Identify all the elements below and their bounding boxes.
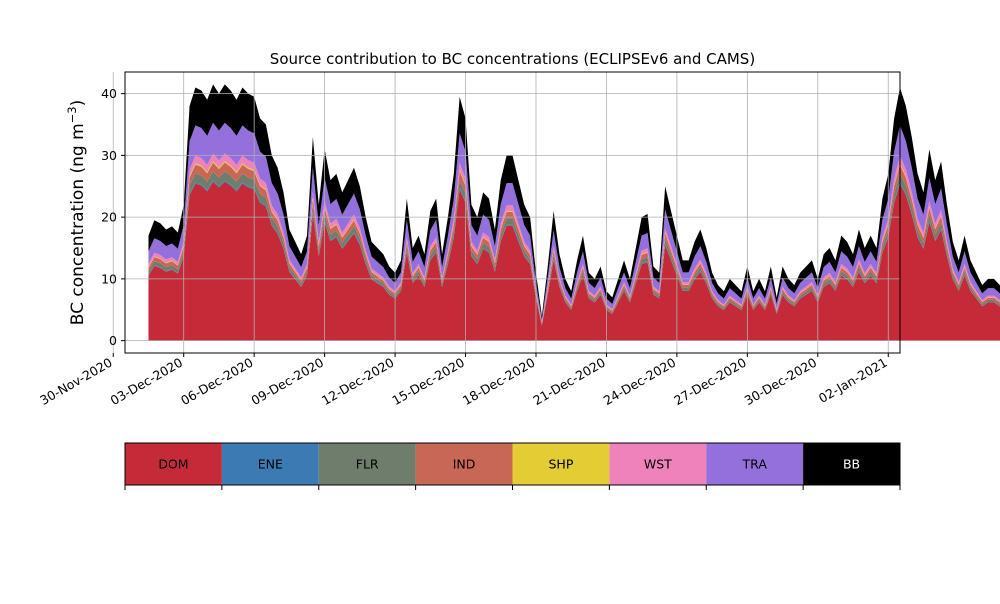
legend-label-dom: DOM xyxy=(158,457,188,472)
x-tick-label: 02-Jan-2021 xyxy=(816,355,890,406)
legend-label-ind: IND xyxy=(453,457,476,472)
y-axis-label: BC concentration (ng m−3) xyxy=(65,100,88,326)
series-area-flr xyxy=(148,171,1000,326)
series-area-bb xyxy=(148,84,1000,320)
y-tick-label: 0 xyxy=(109,333,117,348)
legend-swatch-ene xyxy=(221,443,319,485)
series-layer xyxy=(148,84,1000,341)
y-tick-label: 10 xyxy=(101,271,117,286)
legend-swatch-wst xyxy=(609,443,707,485)
x-tick-label: 30-Nov-2020 xyxy=(37,355,115,408)
y-axis-label-superscript: −3 xyxy=(65,106,79,123)
x-tick-label: 09-Dec-2020 xyxy=(249,355,327,408)
x-tick-label: 06-Dec-2020 xyxy=(178,355,256,408)
legend-label-ene: ENE xyxy=(258,457,283,472)
x-tick-label: 27-Dec-2020 xyxy=(671,355,749,408)
y-tick-label: 30 xyxy=(101,148,117,163)
x-tick-label: 21-Dec-2020 xyxy=(530,355,608,408)
legend-label-flr: FLR xyxy=(356,457,379,472)
legend-label-wst: WST xyxy=(644,457,672,472)
legend-swatch-bb xyxy=(803,443,900,485)
legend-swatch-tra xyxy=(706,443,804,485)
y-axis-label-suffix: ) xyxy=(68,100,88,107)
legend-label-shp: SHP xyxy=(549,457,574,472)
y-axis-label-main: BC concentration (ng m xyxy=(68,123,88,325)
grid-layer xyxy=(112,72,900,353)
series-area-tra xyxy=(148,122,1000,323)
y-tick-label: 40 xyxy=(101,86,117,101)
series-area-dom xyxy=(148,181,1000,341)
x-tick-label: 12-Dec-2020 xyxy=(319,355,397,408)
x-tick-label: 24-Dec-2020 xyxy=(601,355,679,408)
legend-swatch-shp xyxy=(512,443,610,485)
x-tick-label: 03-Dec-2020 xyxy=(108,355,186,408)
plot-frame xyxy=(124,71,901,354)
x-tick-label: 18-Dec-2020 xyxy=(460,355,538,408)
legend-label-bb: BB xyxy=(843,457,860,472)
x-tick-label: 30-Dec-2020 xyxy=(742,355,820,408)
legend-label-tra: TRA xyxy=(742,457,768,472)
legend: DOM ENE FLR IND SHP WST TRA BB xyxy=(124,442,901,490)
y-tick-label: 20 xyxy=(101,210,117,225)
chart-title: Source contribution to BC concentrations… xyxy=(270,50,755,68)
legend-swatch-dom xyxy=(125,443,222,485)
y-axis: 0 10 20 30 40 xyxy=(101,86,125,348)
x-axis: 30-Nov-202003-Dec-202006-Dec-202009-Dec-… xyxy=(37,353,890,408)
x-tick-label: 15-Dec-2020 xyxy=(389,355,467,408)
legend-swatch-flr xyxy=(318,443,416,485)
legend-swatch-ind xyxy=(415,443,513,485)
